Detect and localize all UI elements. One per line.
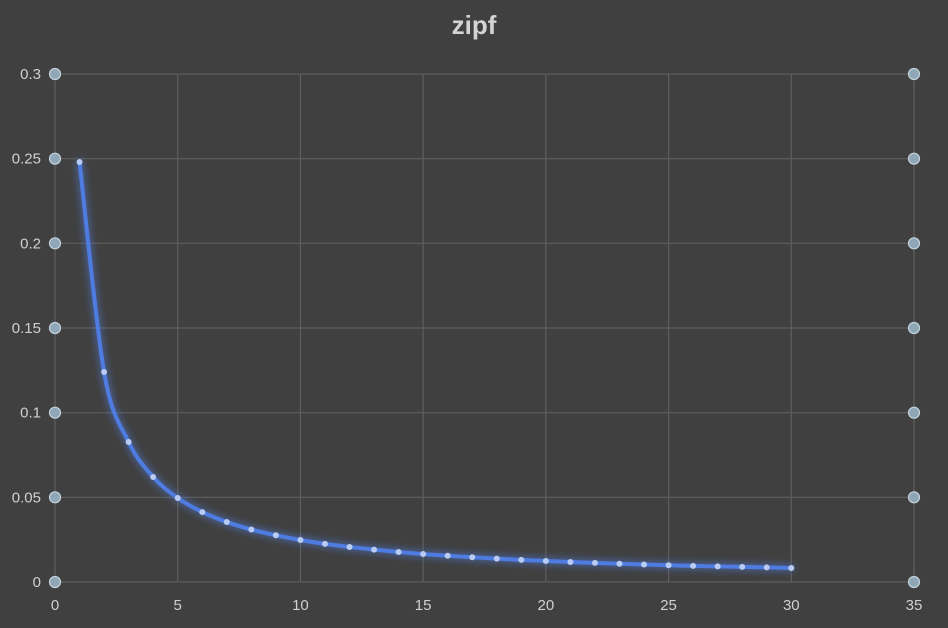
data-point <box>788 564 795 571</box>
chart-title: zipf <box>451 10 497 40</box>
data-point <box>420 551 427 558</box>
data-point <box>125 438 132 445</box>
data-point <box>469 554 476 561</box>
x-tick-label: 30 <box>783 597 800 614</box>
data-point <box>641 561 648 568</box>
right-axis-handle <box>907 491 921 504</box>
x-tick-label: 25 <box>660 597 677 614</box>
y-tick-label: 0.05 <box>12 489 41 506</box>
data-point <box>395 549 402 556</box>
data-point <box>346 543 353 550</box>
y-tick-label: 0.1 <box>20 405 41 422</box>
data-point <box>272 532 279 539</box>
x-tick-label: 35 <box>906 597 923 614</box>
data-point <box>444 552 451 559</box>
y-tick-label: 0.2 <box>20 235 41 252</box>
data-point <box>542 558 549 565</box>
right-axis-handle <box>907 406 921 419</box>
data-point <box>297 537 304 544</box>
data-point <box>321 540 328 547</box>
data-point <box>714 563 721 570</box>
data-point <box>199 509 206 516</box>
data-point <box>223 519 230 526</box>
series-line <box>77 160 794 570</box>
data-point <box>567 559 574 566</box>
right-axis-handle <box>907 321 921 335</box>
left-axis-handle <box>48 321 62 335</box>
data-point <box>493 555 500 562</box>
x-tick-label: 15 <box>415 597 432 614</box>
right-axis-handle <box>907 152 921 165</box>
left-axis-handle <box>48 237 62 250</box>
data-point <box>616 560 623 567</box>
y-tick-label: 0.3 <box>20 66 41 83</box>
x-tick-label: 0 <box>51 597 59 614</box>
y-tick-label: 0.15 <box>12 320 41 337</box>
data-point <box>101 369 108 376</box>
data-point <box>248 526 255 533</box>
right-axis-handle <box>907 575 921 589</box>
left-axis-handle <box>48 491 62 504</box>
data-point <box>174 495 181 502</box>
x-tick-label: 10 <box>292 597 309 614</box>
data-point <box>739 563 746 570</box>
y-tick-label: 0 <box>33 574 41 591</box>
data-point <box>150 474 157 481</box>
right-axis-handle <box>907 67 921 81</box>
x-tick-label: 20 <box>538 597 555 614</box>
left-axis-handle <box>48 67 62 81</box>
data-point <box>591 559 598 566</box>
data-point <box>518 556 525 563</box>
left-axis-handle <box>48 406 62 419</box>
right-axis-handle <box>907 237 921 250</box>
data-point <box>76 159 83 166</box>
data-point <box>763 564 770 571</box>
x-tick-label: 5 <box>174 597 182 614</box>
left-axis-handle <box>48 152 62 165</box>
left-axis-handle <box>48 575 62 589</box>
data-point <box>665 562 672 569</box>
y-tick-label: 0.25 <box>12 151 41 168</box>
data-point <box>371 546 378 553</box>
data-point <box>690 562 697 569</box>
